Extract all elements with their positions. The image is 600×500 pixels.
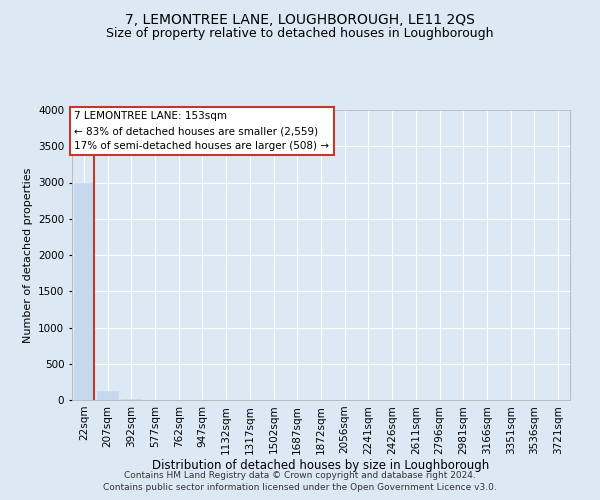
X-axis label: Distribution of detached houses by size in Loughborough: Distribution of detached houses by size … xyxy=(152,459,490,472)
Bar xyxy=(74,182,94,400)
Text: Size of property relative to detached houses in Loughborough: Size of property relative to detached ho… xyxy=(106,28,494,40)
Text: Contains HM Land Registry data © Crown copyright and database right 2024.
Contai: Contains HM Land Registry data © Crown c… xyxy=(103,471,497,492)
Bar xyxy=(97,390,118,400)
Y-axis label: Number of detached properties: Number of detached properties xyxy=(23,168,32,342)
Text: 7, LEMONTREE LANE, LOUGHBOROUGH, LE11 2QS: 7, LEMONTREE LANE, LOUGHBOROUGH, LE11 2Q… xyxy=(125,12,475,26)
Text: 7 LEMONTREE LANE: 153sqm
← 83% of detached houses are smaller (2,559)
17% of sem: 7 LEMONTREE LANE: 153sqm ← 83% of detach… xyxy=(74,112,329,151)
